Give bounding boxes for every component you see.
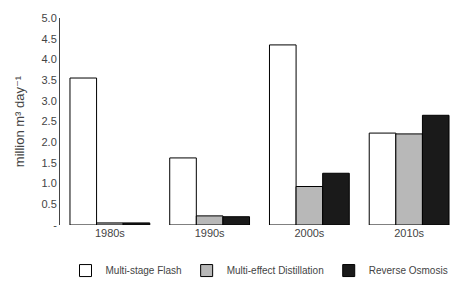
svg-text:3.0: 3.0 <box>42 95 57 107</box>
svg-text:4.0: 4.0 <box>42 53 57 65</box>
svg-text:3.5: 3.5 <box>42 74 57 86</box>
svg-text:1980s: 1980s <box>95 227 125 239</box>
svg-text:1990s: 1990s <box>195 227 225 239</box>
svg-text:Multi-stage Flash: Multi-stage Flash <box>106 265 182 276</box>
svg-text:4.5: 4.5 <box>42 33 57 45</box>
svg-text:2000s: 2000s <box>294 227 324 239</box>
svg-text:2.0: 2.0 <box>42 136 57 148</box>
svg-text:-: - <box>53 219 57 231</box>
svg-text:million m³ day⁻¹: million m³ day⁻¹ <box>12 75 27 167</box>
svg-text:1.5: 1.5 <box>42 157 57 169</box>
svg-text:0.5: 0.5 <box>42 198 57 210</box>
svg-text:1.0: 1.0 <box>42 177 57 189</box>
svg-text:Multi-effect Distillation: Multi-effect Distillation <box>227 265 324 276</box>
svg-text:5.0: 5.0 <box>42 12 57 24</box>
svg-text:2010s: 2010s <box>394 227 424 239</box>
svg-text:2.5: 2.5 <box>42 115 57 127</box>
svg-text:Reverse Osmosis: Reverse Osmosis <box>369 265 448 276</box>
